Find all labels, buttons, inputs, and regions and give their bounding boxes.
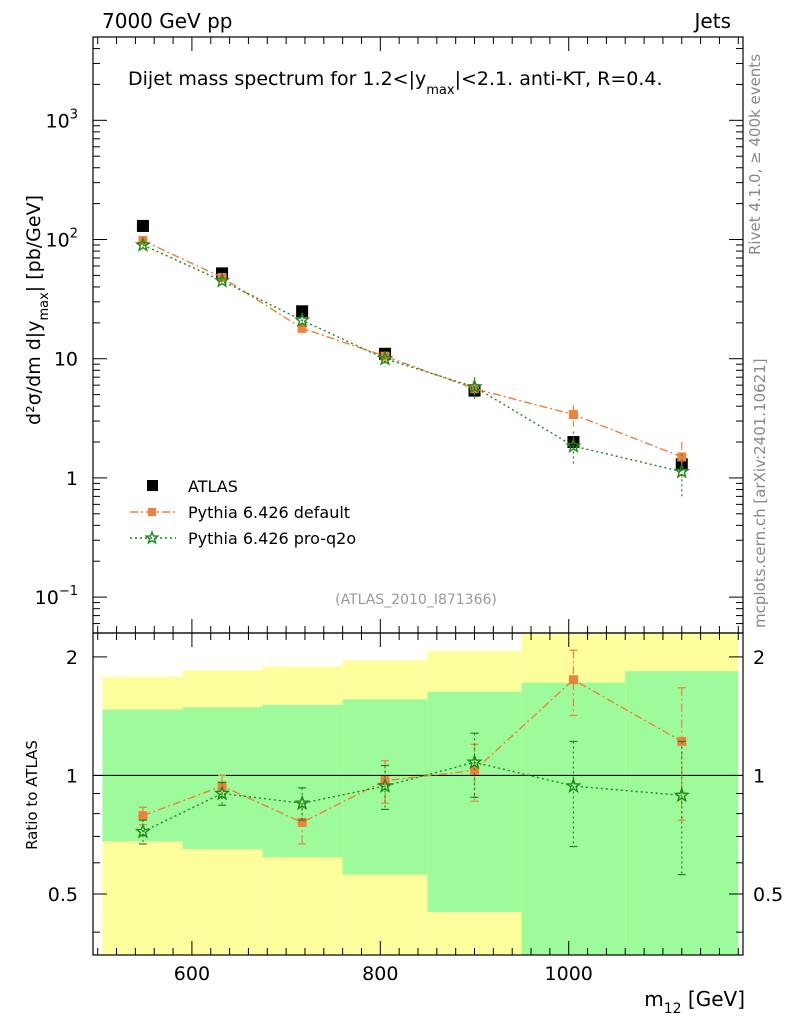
legend-marker-proq2o <box>144 530 160 545</box>
ratio-band-inner <box>262 704 343 858</box>
data-point-default <box>677 452 687 462</box>
ratio-uncertainty-bands <box>102 633 739 955</box>
y-tick-label: 10 <box>54 349 78 371</box>
legend: ATLAS Pythia 6.426 default Pythia 6.426 … <box>130 477 356 548</box>
ratio-band-inner <box>427 691 522 913</box>
atlas-data-point <box>136 219 149 232</box>
ratio-point-proq2o <box>213 784 231 801</box>
ratio-tick-label-left: 0.5 <box>48 884 78 906</box>
header-energy-label: 7000 GeV pp <box>102 9 233 33</box>
header-jets-label: Jets <box>693 9 731 33</box>
ratio-point-default <box>568 675 578 685</box>
y-tick-label: 1 <box>66 468 78 490</box>
ratio-point-default <box>138 811 148 821</box>
y-tick-label: 10−1 <box>35 584 78 609</box>
legend-marker-atlas <box>147 480 158 491</box>
data-point-default <box>297 323 307 333</box>
data-point-proq2o <box>376 350 394 366</box>
data-point-default <box>138 236 148 246</box>
ratio-point-default <box>470 765 480 775</box>
ratio-tick-label-left: 2 <box>66 647 78 669</box>
x-tick-label: 1000 <box>545 963 593 985</box>
ratio-point-proq2o <box>134 823 152 839</box>
x-axis-label: m12 [GeV] <box>644 987 745 1017</box>
ratio-tick-label-right: 1 <box>753 765 765 787</box>
data-point-proq2o <box>673 463 690 479</box>
ratio-y-axis-label: Ratio to ATLAS <box>23 740 41 850</box>
data-point-proq2o <box>134 236 152 252</box>
rivet-version-label: Rivet 4.1.0, ≥ 400k events <box>746 54 764 255</box>
data-layer <box>134 219 690 876</box>
data-point-default <box>568 410 578 420</box>
x-tick-label: 800 <box>362 963 398 985</box>
data-point-proq2o <box>565 437 582 453</box>
mcplots-label: mcplots.cern.ch [arXiv:2401.10621] <box>751 358 769 628</box>
data-point-proq2o <box>466 378 483 394</box>
x-axis: 600 800 1000 <box>97 37 739 985</box>
ratio-point-proq2o <box>466 753 483 770</box>
y-axis-label: d²σ/dm d|ymax| [pb/GeV] <box>23 195 52 425</box>
ratio-point-proq2o <box>673 786 690 803</box>
series-line-proq2o <box>142 244 682 473</box>
legend-label-proq2o: Pythia 6.426 pro-q2o <box>188 529 356 548</box>
analysis-tag: (ATLAS_2010_I871366) <box>335 592 497 608</box>
ratio-tick-label-left: 1 <box>66 765 78 787</box>
y-tick-label: 102 <box>46 227 78 252</box>
data-point-default <box>380 351 390 361</box>
data-point-proq2o <box>294 311 311 328</box>
legend-label-atlas: ATLAS <box>188 477 238 496</box>
ratio-band-inner <box>521 682 626 955</box>
ratio-tick-label-right: 0.5 <box>753 884 783 906</box>
ratio-tick-label-right: 2 <box>753 647 765 669</box>
legend-marker-default <box>148 508 156 516</box>
y-tick-label: 103 <box>46 107 78 132</box>
atlas-data-point <box>296 305 309 318</box>
legend-label-default: Pythia 6.426 default <box>188 503 350 522</box>
ratio-point-proq2o <box>294 794 311 811</box>
chart-title: Dijet mass spectrum for 1.2<|ymax|<2.1. … <box>128 68 663 98</box>
ratio-point-default <box>297 817 307 827</box>
ratio-point-proq2o <box>565 777 582 793</box>
data-point-proq2o <box>213 272 231 288</box>
x-tick-label: 600 <box>174 963 210 985</box>
ratio-axes: 0.5 0.5 1 1 2 2 <box>48 647 783 933</box>
ratio-point-proq2o <box>376 777 394 793</box>
